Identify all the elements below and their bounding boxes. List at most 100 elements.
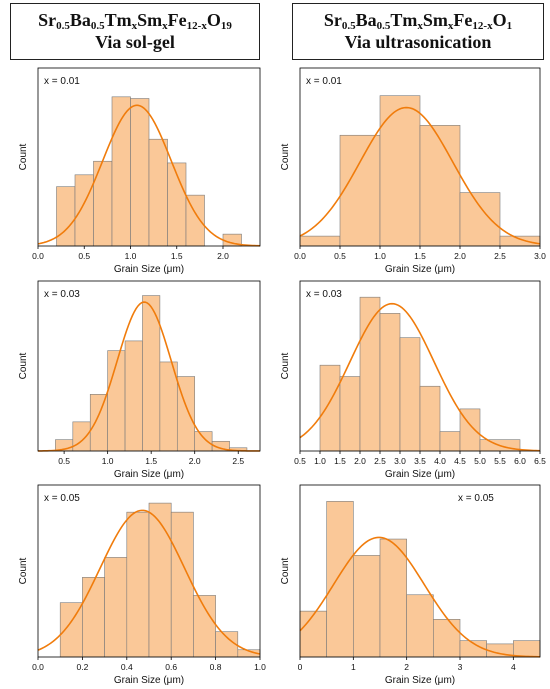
histogram-bar xyxy=(339,134,381,247)
histogram-bar xyxy=(194,431,213,452)
composition-annotation: x = 0.03 xyxy=(306,289,342,300)
histogram-bar xyxy=(379,538,407,658)
histogram-bar xyxy=(82,577,105,658)
histogram-bar xyxy=(339,376,361,452)
histogram-bar xyxy=(419,125,461,247)
histogram-bar xyxy=(72,421,91,452)
composition-annotation: x = 0.01 xyxy=(44,76,80,87)
y-axis-label: Count xyxy=(280,352,291,379)
histogram-bar xyxy=(319,364,341,452)
x-axis-label: Grain Size (μm) xyxy=(114,469,184,480)
x-tick-label: 1.0 xyxy=(374,251,386,261)
histogram-bar xyxy=(170,511,194,658)
histogram-bar xyxy=(379,95,421,247)
histogram-bar xyxy=(130,98,150,247)
histogram-bar xyxy=(93,160,113,247)
right-column-header: Sr0.5Ba0.5TmxSmxFe12-xO1 Via ultrasonica… xyxy=(292,3,544,60)
histogram-bar xyxy=(299,235,341,247)
histogram-bar xyxy=(406,594,434,658)
composition-annotation: x = 0.01 xyxy=(306,76,342,87)
x-axis-label: Grain Size (μm) xyxy=(114,264,184,275)
x-tick-label: 6.0 xyxy=(514,456,526,466)
x-tick-label: 0.2 xyxy=(76,662,88,672)
histogram-bar xyxy=(419,385,441,452)
x-tick-label: 3 xyxy=(458,662,463,672)
plot-frame xyxy=(37,280,261,452)
x-tick-label: 0.8 xyxy=(210,662,222,672)
x-tick-label: 0.5 xyxy=(58,456,70,466)
histogram-bar xyxy=(89,394,108,452)
x-tick-label: 1.5 xyxy=(171,251,183,261)
histogram-bar xyxy=(56,186,76,247)
x-tick-label: 0.0 xyxy=(294,251,306,261)
x-tick-label: 4 xyxy=(511,662,516,672)
histogram-bar xyxy=(353,555,381,658)
histogram-bar xyxy=(326,501,354,658)
x-tick-label: 2.0 xyxy=(189,456,201,466)
x-tick-label: 3.0 xyxy=(394,456,406,466)
composition-annotation: x = 0.03 xyxy=(44,289,80,300)
x-tick-label: 1.0 xyxy=(125,251,137,261)
histogram-bar xyxy=(513,640,541,658)
histogram-bar xyxy=(499,235,541,247)
composition-annotation: x = 0.05 xyxy=(44,493,80,504)
histogram-bar xyxy=(439,431,461,452)
histogram-bar xyxy=(74,174,94,247)
x-tick-label: 2.5 xyxy=(494,251,506,261)
x-tick-label: 0.4 xyxy=(121,662,133,672)
x-tick-label: 0.0 xyxy=(32,251,44,261)
gaussian-fit-curve xyxy=(299,106,541,245)
x-axis-label: Grain Size (μm) xyxy=(385,264,455,275)
x-tick-label: 0.0 xyxy=(32,662,44,672)
histogram-panel-4: 0.5 1.0 1.5 2.0 2.5 3.0 3.5 4.0 4.5 5.0 5.5 6.0 6.5 G… xyxy=(280,280,546,480)
histogram-bar xyxy=(104,557,128,658)
histogram-panel-3: 0.5 1.0 1.5 2.0 2.5 Grain Size (μm) Count x = 0… xyxy=(18,280,261,480)
histogram-bar xyxy=(159,361,178,452)
y-axis-label: Count xyxy=(280,143,291,170)
histogram-bar xyxy=(399,337,421,452)
histogram-bar xyxy=(124,340,143,452)
x-tick-label: 0.5 xyxy=(78,251,90,261)
histogram-panel-1: 0.0 0.5 1.0 1.5 2.0 Grain Size (μm) Count x = 0… xyxy=(18,67,261,275)
x-tick-label: 3.0 xyxy=(534,251,546,261)
histogram-panel-5: 0.0 0.2 0.4 0.6 0.8 1.0 Grain Size (μm) Count x … xyxy=(18,484,266,686)
gaussian-fit-curve xyxy=(37,104,261,247)
x-tick-label: 5.0 xyxy=(474,456,486,466)
gaussian-fit-curve xyxy=(299,302,541,452)
x-tick-label: 2.0 xyxy=(454,251,466,261)
x-tick-label: 0.6 xyxy=(165,662,177,672)
gaussian-fit-curve xyxy=(37,301,261,452)
x-tick-label: 1.0 xyxy=(254,662,266,672)
x-tick-label: 1.5 xyxy=(334,456,346,466)
histogram-bar xyxy=(299,610,327,658)
x-tick-label: 1.0 xyxy=(314,456,326,466)
x-tick-label: 0.5 xyxy=(334,251,346,261)
x-tick-label: 2.0 xyxy=(217,251,229,261)
histogram-bar xyxy=(359,296,381,452)
y-axis-label: Count xyxy=(280,557,291,584)
x-axis-label: Grain Size (μm) xyxy=(385,675,455,686)
x-axis-label: Grain Size (μm) xyxy=(385,469,455,480)
x-tick-label: 2.5 xyxy=(374,456,386,466)
x-axis-label: Grain Size (μm) xyxy=(114,675,184,686)
histogram-bar xyxy=(379,313,401,452)
subtitle-ultrasonication: Via ultrasonication xyxy=(344,32,492,52)
gaussian-fit-curve xyxy=(299,536,541,658)
x-tick-label: 1.5 xyxy=(414,251,426,261)
composition-annotation: x = 0.05 xyxy=(458,493,494,504)
x-tick-label: 1.0 xyxy=(102,456,114,466)
x-tick-label: 6.5 xyxy=(534,456,546,466)
x-tick-label: 4.0 xyxy=(434,456,446,466)
x-tick-label: 5.5 xyxy=(494,456,506,466)
x-tick-label: 1 xyxy=(351,662,356,672)
x-tick-label: 0.5 xyxy=(294,456,306,466)
histogram-panel-2: 0.0 0.5 1.0 1.5 2.0 2.5 3.0 Grain Size (μm) Coun… xyxy=(280,67,546,275)
histogram-bar xyxy=(126,511,150,658)
x-tick-label: 1.5 xyxy=(145,456,157,466)
histogram-panel-6: 0 1 2 3 4 Grain Size (μm) Count x = 0.05 xyxy=(280,484,541,686)
x-tick-label: 4.5 xyxy=(454,456,466,466)
histogram-bar xyxy=(148,138,168,247)
plot-frame xyxy=(37,67,261,247)
plot-frame xyxy=(37,484,261,658)
